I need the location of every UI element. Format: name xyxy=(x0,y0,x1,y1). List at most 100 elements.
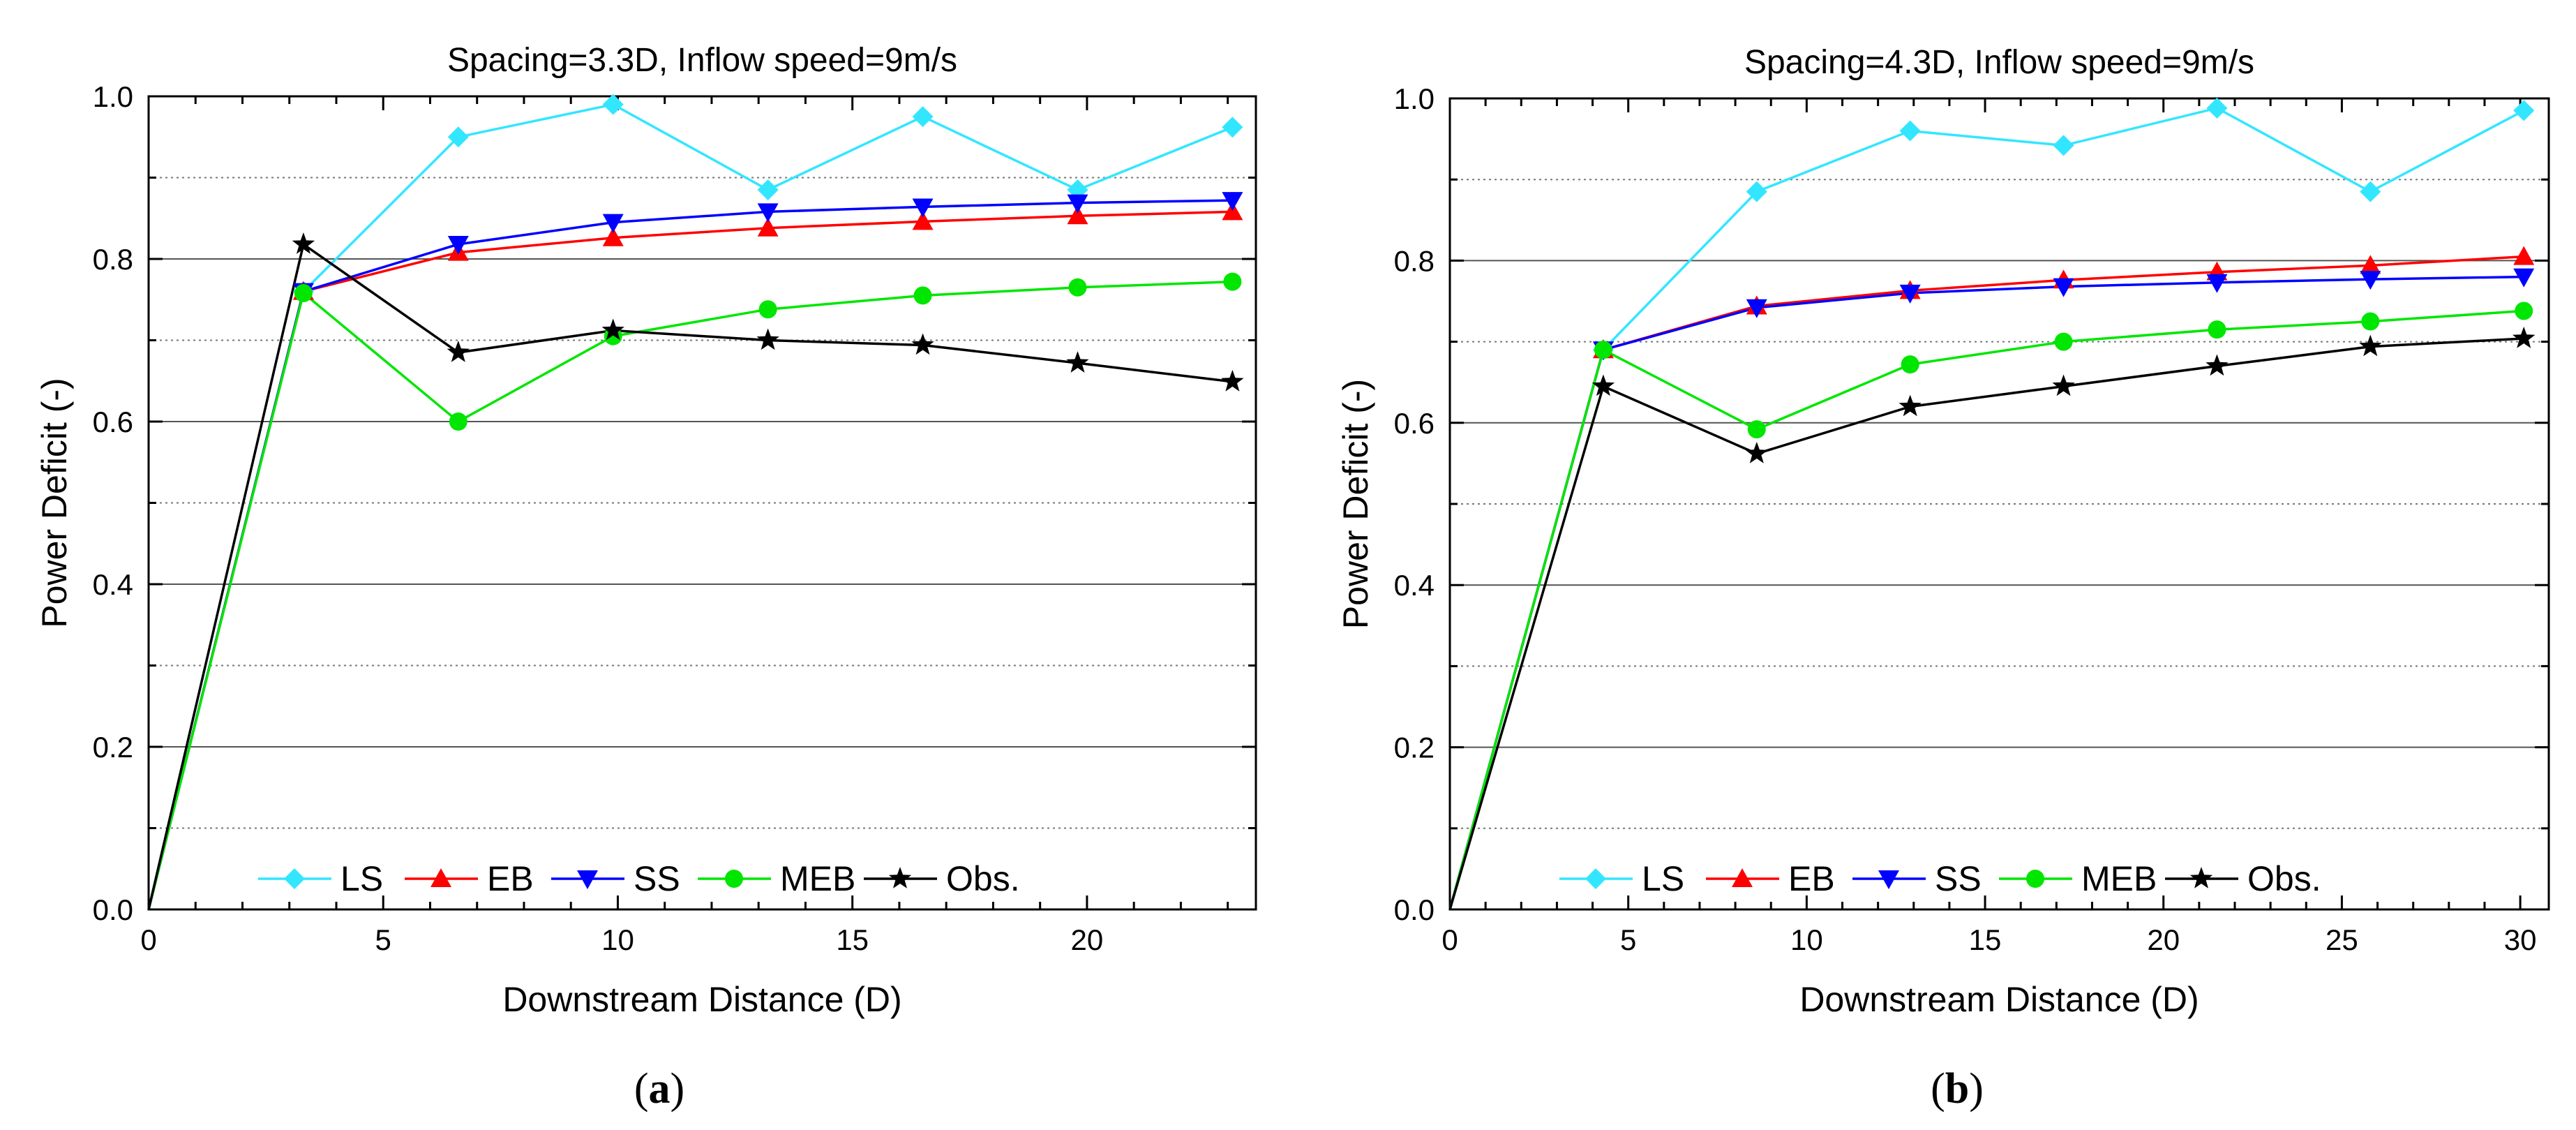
data-point-ss xyxy=(2206,274,2228,293)
panel-label-letter: b xyxy=(1945,1065,1969,1113)
y-axis-label: Power Deficit (-) xyxy=(35,378,74,627)
data-point-obs xyxy=(1066,351,1089,373)
series-line-ss xyxy=(147,199,1233,910)
data-point-ss xyxy=(2513,268,2535,288)
data-point-ls xyxy=(447,126,469,148)
data-point-obs xyxy=(292,232,315,254)
y-tick-label: 0.0 xyxy=(93,893,133,926)
panel-label-letter: a xyxy=(649,1065,671,1113)
data-point-meb xyxy=(2054,332,2073,351)
legend-entry-eb: EB xyxy=(405,859,534,898)
legend-marker xyxy=(577,870,598,889)
legend-marker xyxy=(284,868,305,889)
x-tick-label: 25 xyxy=(2326,923,2358,956)
data-point-ss xyxy=(2360,271,2381,290)
series-line-eb xyxy=(147,210,1233,910)
data-point-obs xyxy=(1592,374,1615,396)
legend-label: Obs. xyxy=(946,859,1020,898)
data-point-meb xyxy=(449,412,467,431)
data-point-ss xyxy=(2053,278,2074,297)
data-point-obs xyxy=(2513,327,2536,348)
data-point-ss xyxy=(447,236,469,255)
legend-entry-meb: MEB xyxy=(1999,859,2157,898)
series-line-obs xyxy=(1448,337,2524,910)
y-axis-label: Power Deficit (-) xyxy=(1336,379,1375,629)
legend-marker xyxy=(725,870,743,888)
x-tick-label: 5 xyxy=(1620,923,1636,956)
data-point-obs xyxy=(2359,334,2382,357)
data-point-ss xyxy=(1899,284,1921,304)
y-tick-label: 1.0 xyxy=(1394,82,1435,115)
data-point-ls xyxy=(1746,181,1767,202)
data-point-obs xyxy=(601,318,624,341)
y-tick-label: 1.0 xyxy=(93,80,133,113)
data-point-eb xyxy=(1067,205,1088,225)
x-axis-label: Downstream Distance (D) xyxy=(1799,980,2199,1019)
x-axis-label: Downstream Distance (D) xyxy=(502,980,901,1019)
data-point-ls xyxy=(2513,100,2535,121)
legend-label: MEB xyxy=(2081,859,2157,898)
x-tick-label: 30 xyxy=(2504,923,2537,956)
data-point-meb xyxy=(1901,355,1919,374)
legend-label: SS xyxy=(634,859,680,898)
data-point-ls xyxy=(602,94,624,115)
legend-label: MEB xyxy=(780,859,855,898)
data-point-eb xyxy=(757,217,779,237)
legend-label: EB xyxy=(1788,859,1835,898)
data-point-meb xyxy=(913,286,932,305)
data-point-ls xyxy=(757,179,779,200)
data-point-obs xyxy=(2206,354,2229,376)
legend-marker xyxy=(2189,867,2213,889)
panel-label-close: ) xyxy=(1969,1065,1984,1113)
data-point-meb xyxy=(2208,320,2226,339)
y-tick-label: 0.0 xyxy=(1394,893,1435,926)
chart-panel-a: 0.0 0.2 0.4 0.6 0.8 1.0 0 5 10 15 20 Spacing=3.3D, … xyxy=(35,42,1257,1113)
legend-marker xyxy=(1732,868,1753,887)
data-point-meb xyxy=(1594,341,1612,359)
data-point-obs xyxy=(756,328,779,350)
panel-label-open: ( xyxy=(634,1065,649,1113)
y-tick-label: 0.6 xyxy=(93,406,133,438)
data-point-meb xyxy=(2515,302,2533,320)
data-point-ls xyxy=(2360,181,2381,202)
legend-entry-eb: EB xyxy=(1706,859,1835,898)
data-point-meb xyxy=(294,283,313,302)
y-tick-label: 0.8 xyxy=(1394,244,1435,277)
x-tick-label: 20 xyxy=(2147,923,2180,956)
series-line-ls xyxy=(1448,107,2525,910)
x-tick-label: 5 xyxy=(375,923,391,956)
legend-marker xyxy=(1878,870,1899,889)
data-point-ss xyxy=(1067,194,1088,214)
legend-entry-obs: Obs. xyxy=(2165,859,2321,898)
y-tick-label: 0.4 xyxy=(93,568,133,601)
x-tick-label: 15 xyxy=(836,923,869,956)
data-point-ss xyxy=(1746,299,1767,318)
series-line-obs xyxy=(147,242,1233,910)
data-point-meb xyxy=(2361,312,2380,331)
legend-entry-meb: MEB xyxy=(698,859,855,898)
x-tick-label: 15 xyxy=(1969,923,2002,956)
y-tick-label: 0.8 xyxy=(93,243,133,276)
legend-entry-obs: Obs. xyxy=(864,859,1020,898)
chart-title: Spacing=4.3D, Inflow speed=9m/s xyxy=(1744,44,2254,81)
data-point-ls xyxy=(1222,117,1243,138)
panel-label: (a) xyxy=(634,1065,684,1113)
legend-entry-ls: LS xyxy=(258,859,383,898)
legend-label: LS xyxy=(340,859,383,898)
data-point-ss xyxy=(1222,192,1243,211)
data-point-obs xyxy=(1221,369,1244,392)
data-point-eb xyxy=(602,227,624,246)
data-point-ls xyxy=(1899,120,1921,142)
panel-label: (b) xyxy=(1931,1065,1984,1113)
data-point-obs xyxy=(447,341,470,362)
data-point-meb xyxy=(758,300,777,319)
data-point-meb xyxy=(1747,420,1766,439)
data-point-eb xyxy=(2360,255,2381,274)
y-tick-label: 0.2 xyxy=(93,731,133,764)
series-line-ss xyxy=(1448,275,2524,910)
legend-marker xyxy=(2026,870,2044,888)
x-tick-label: 0 xyxy=(140,923,156,956)
data-point-ss xyxy=(757,203,779,223)
data-point-meb xyxy=(1223,272,1242,291)
